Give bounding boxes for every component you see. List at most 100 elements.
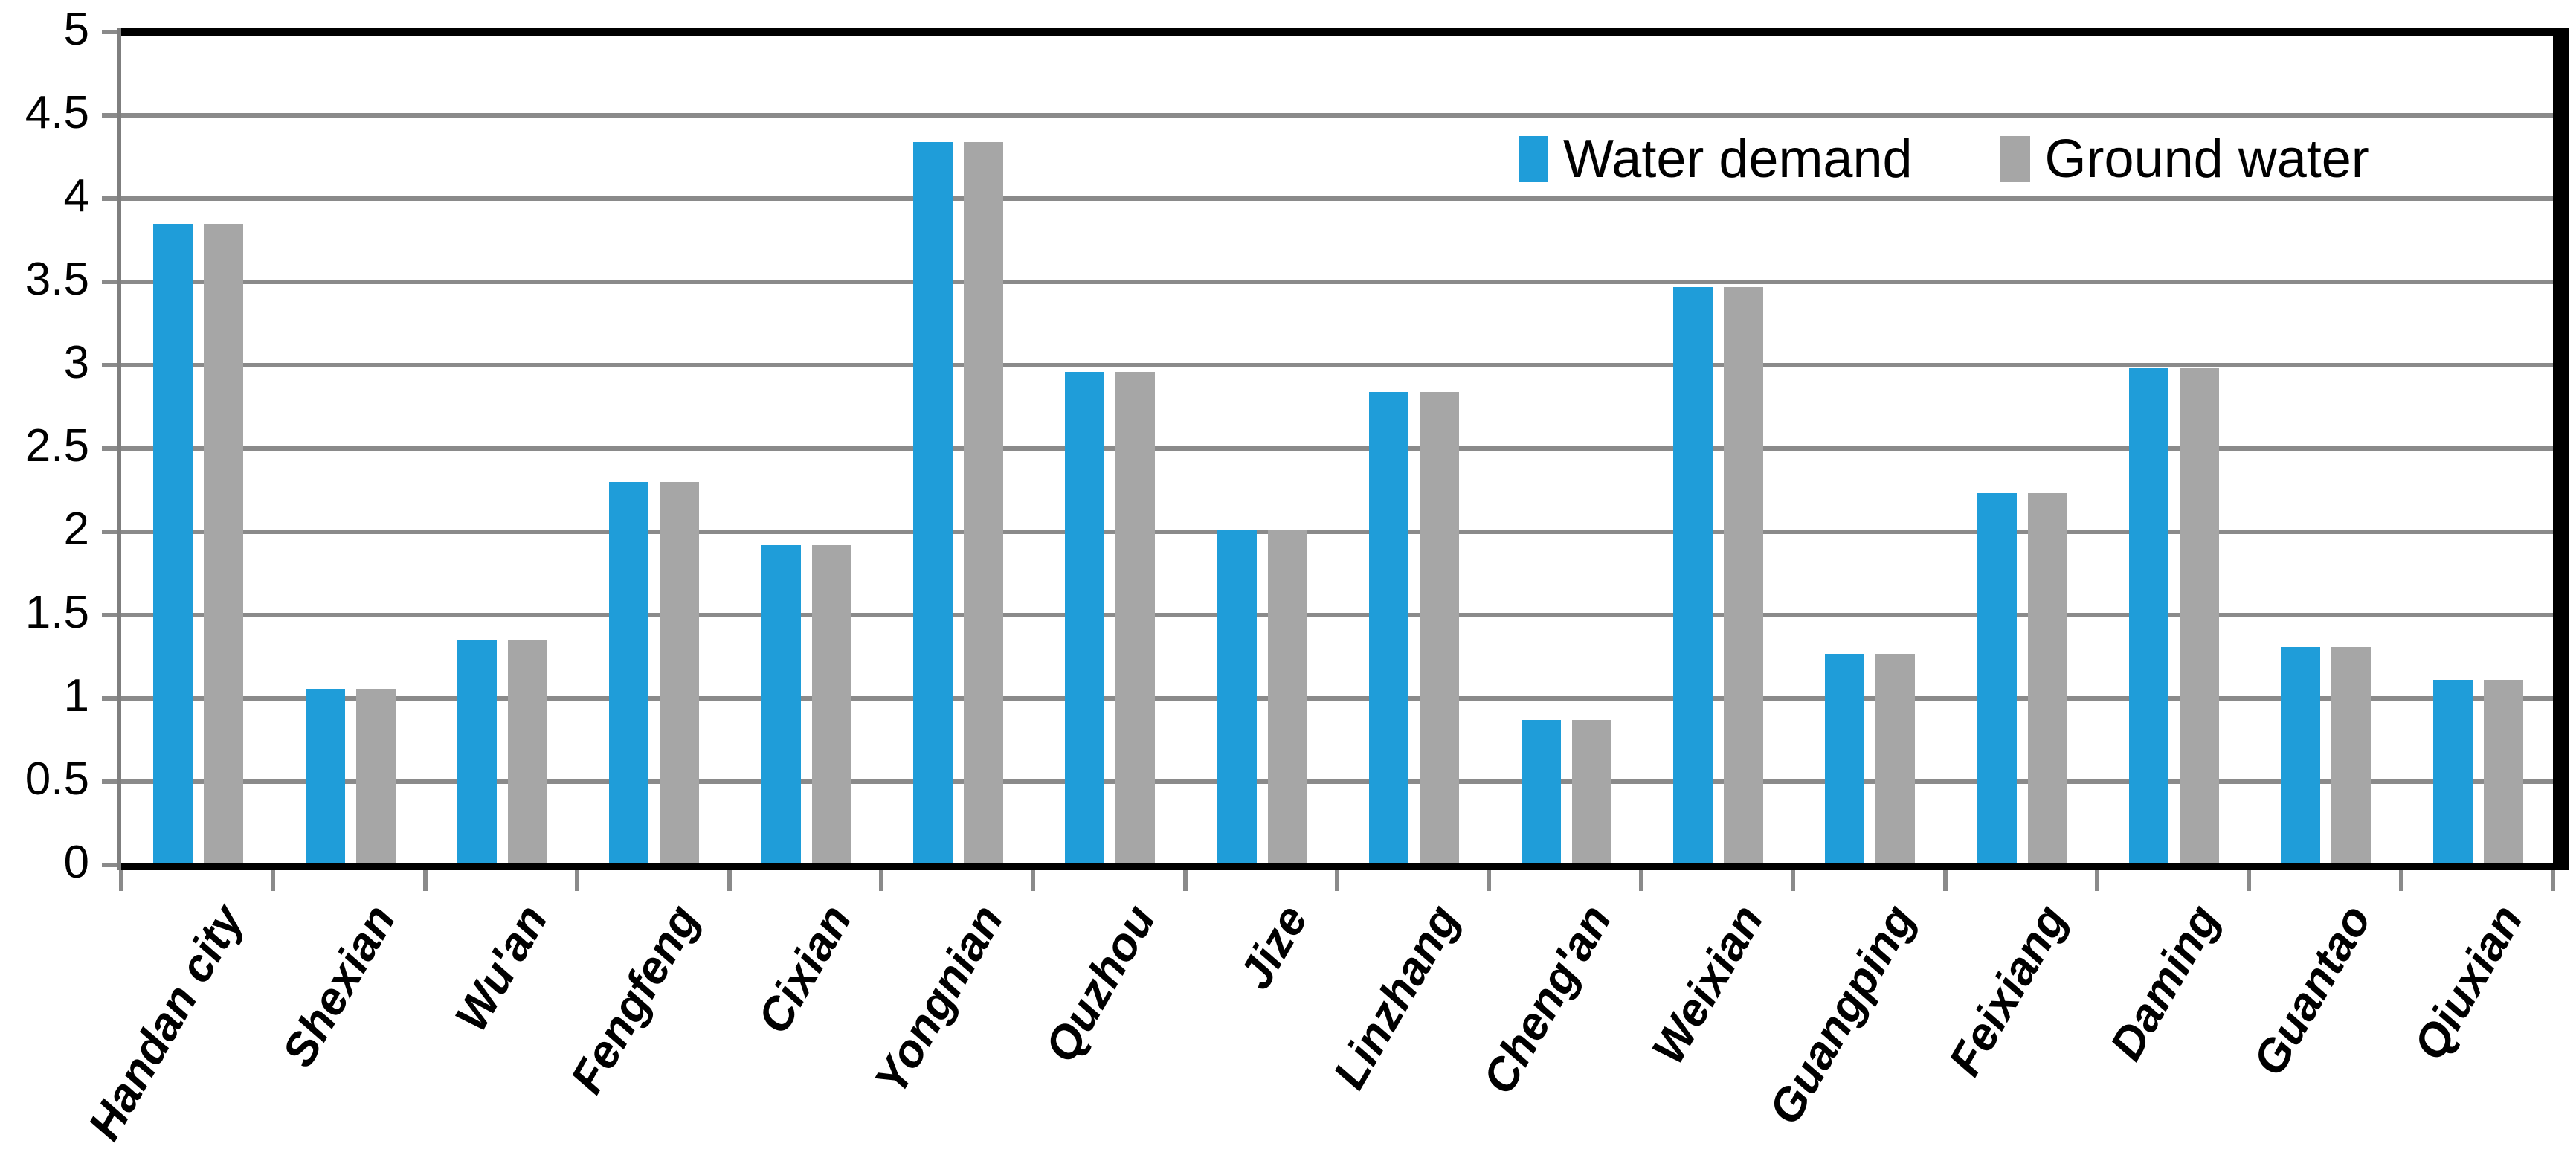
- x-axis-tick: [1638, 870, 1643, 891]
- x-axis-tick: [1182, 870, 1188, 891]
- bar-water-demand: [1672, 286, 1713, 863]
- x-axis-category-label: Feixiang: [1939, 896, 2078, 1084]
- legend-item-water-demand: Water demand: [1519, 132, 1913, 186]
- y-axis-tick: [102, 30, 119, 34]
- bar-ground-water: [660, 481, 700, 863]
- plot-right-border: [2553, 28, 2569, 870]
- bar-ground-water: [1267, 530, 1307, 863]
- x-axis-tick: [2247, 870, 2252, 891]
- x-axis-category-label: Guantao: [2243, 896, 2382, 1084]
- x-axis-tick: [119, 870, 123, 891]
- y-axis-tick: [102, 280, 119, 284]
- y-axis-tick-label: 1: [63, 670, 89, 721]
- gridline: [121, 530, 2553, 534]
- y-axis-tick: [102, 113, 119, 118]
- x-axis-line: [117, 863, 2569, 870]
- x-axis-category-label: Qiuxian: [2403, 896, 2534, 1069]
- y-axis-tick: [102, 446, 119, 451]
- x-axis-category-label: Yongnian: [864, 896, 1014, 1103]
- bar-ground-water: [2483, 680, 2523, 863]
- x-axis-tick: [1942, 870, 1948, 891]
- bar-ground-water: [355, 688, 396, 863]
- x-axis-category-label: Linzhang: [1324, 896, 1469, 1098]
- gridline: [121, 446, 2553, 451]
- bar-ground-water: [507, 640, 547, 863]
- water-demand-swatch-icon: [1519, 136, 1548, 182]
- bar-water-demand: [2432, 680, 2473, 863]
- legend-label-water-demand: Water demand: [1563, 129, 1913, 189]
- legend: Water demand Ground water: [1519, 132, 2369, 186]
- bar-water-demand: [1977, 493, 2017, 863]
- x-axis-category-label: Wu'an: [445, 896, 558, 1040]
- y-axis-tick-label: 2: [63, 504, 89, 555]
- legend-label-ground-water: Ground water: [2044, 129, 2369, 189]
- bar-water-demand: [1521, 720, 1561, 863]
- plot-top-border: [117, 28, 2569, 36]
- x-axis-category-label: Guangping: [1759, 896, 1925, 1133]
- x-axis-tick: [422, 870, 428, 891]
- bar-ground-water: [204, 223, 244, 863]
- y-axis-tick: [102, 363, 119, 367]
- bar-ground-water: [2180, 368, 2220, 863]
- gridline: [121, 613, 2553, 617]
- x-axis-tick: [2094, 870, 2099, 891]
- bar-water-demand: [1825, 653, 1865, 863]
- x-axis-tick: [2398, 870, 2403, 891]
- x-axis-category-label: Cixian: [747, 896, 862, 1043]
- x-axis-tick: [1031, 870, 1036, 891]
- gridline: [121, 113, 2553, 118]
- bar-ground-water: [964, 141, 1004, 863]
- bar-water-demand: [2129, 368, 2169, 863]
- ground-water-swatch-icon: [2000, 136, 2030, 182]
- x-axis-tick: [878, 870, 883, 891]
- y-axis-tick-label: 3: [63, 337, 89, 388]
- bar-ground-water: [811, 544, 851, 863]
- y-axis-tick-label: 3.5: [25, 254, 89, 305]
- y-axis-tick-label: 4.5: [25, 87, 89, 138]
- x-axis-tick: [1487, 870, 1492, 891]
- legend-item-ground-water: Ground water: [2000, 132, 2369, 186]
- x-axis-category-label: Daming: [2100, 896, 2229, 1069]
- bar-water-demand: [1369, 391, 1409, 863]
- gridline: [121, 196, 2553, 201]
- y-axis-tick-label: 4: [63, 170, 89, 222]
- gridline: [121, 363, 2553, 367]
- x-axis-category-label: Shexian: [272, 896, 406, 1075]
- y-axis-tick-label: 5: [63, 4, 89, 55]
- bar-ground-water: [2027, 493, 2067, 863]
- x-axis-tick: [2551, 870, 2555, 891]
- bar-water-demand: [913, 141, 953, 863]
- y-axis-tick: [102, 613, 119, 617]
- bar-water-demand: [1065, 371, 1105, 863]
- x-axis-category-label: Weixian: [1642, 896, 1774, 1072]
- y-axis-line: [117, 28, 121, 870]
- bar-water-demand: [305, 688, 345, 863]
- bar-water-demand: [1217, 530, 1257, 863]
- bar-water-demand: [609, 481, 649, 863]
- y-axis-tick-label: 0: [63, 837, 89, 888]
- bar-ground-water: [1115, 371, 1156, 863]
- y-axis-tick: [102, 779, 119, 784]
- bar-ground-water: [1420, 391, 1460, 863]
- bar-ground-water: [1875, 653, 1916, 863]
- bar-ground-water: [2331, 646, 2371, 863]
- x-axis-tick: [575, 870, 580, 891]
- x-axis-tick: [1791, 870, 1796, 891]
- x-axis-tick: [727, 870, 732, 891]
- y-axis-tick-label: 2.5: [25, 420, 89, 472]
- bar-ground-water: [1723, 286, 1763, 863]
- y-axis-tick: [102, 863, 119, 867]
- bar-water-demand: [761, 544, 801, 863]
- gridline: [121, 696, 2553, 701]
- y-axis-tick: [102, 196, 119, 201]
- x-axis-category-label: Jize: [1229, 896, 1318, 998]
- bar-water-demand: [2281, 646, 2321, 863]
- x-axis-category-label: Handan city: [78, 896, 254, 1149]
- x-axis-tick: [1335, 870, 1339, 891]
- x-axis-category-label: Quzhou: [1034, 896, 1166, 1071]
- gridline: [121, 280, 2553, 284]
- x-axis-category-label: Cheng'an: [1472, 896, 1622, 1103]
- y-axis-tick: [102, 530, 119, 534]
- bar-water-demand: [153, 223, 193, 863]
